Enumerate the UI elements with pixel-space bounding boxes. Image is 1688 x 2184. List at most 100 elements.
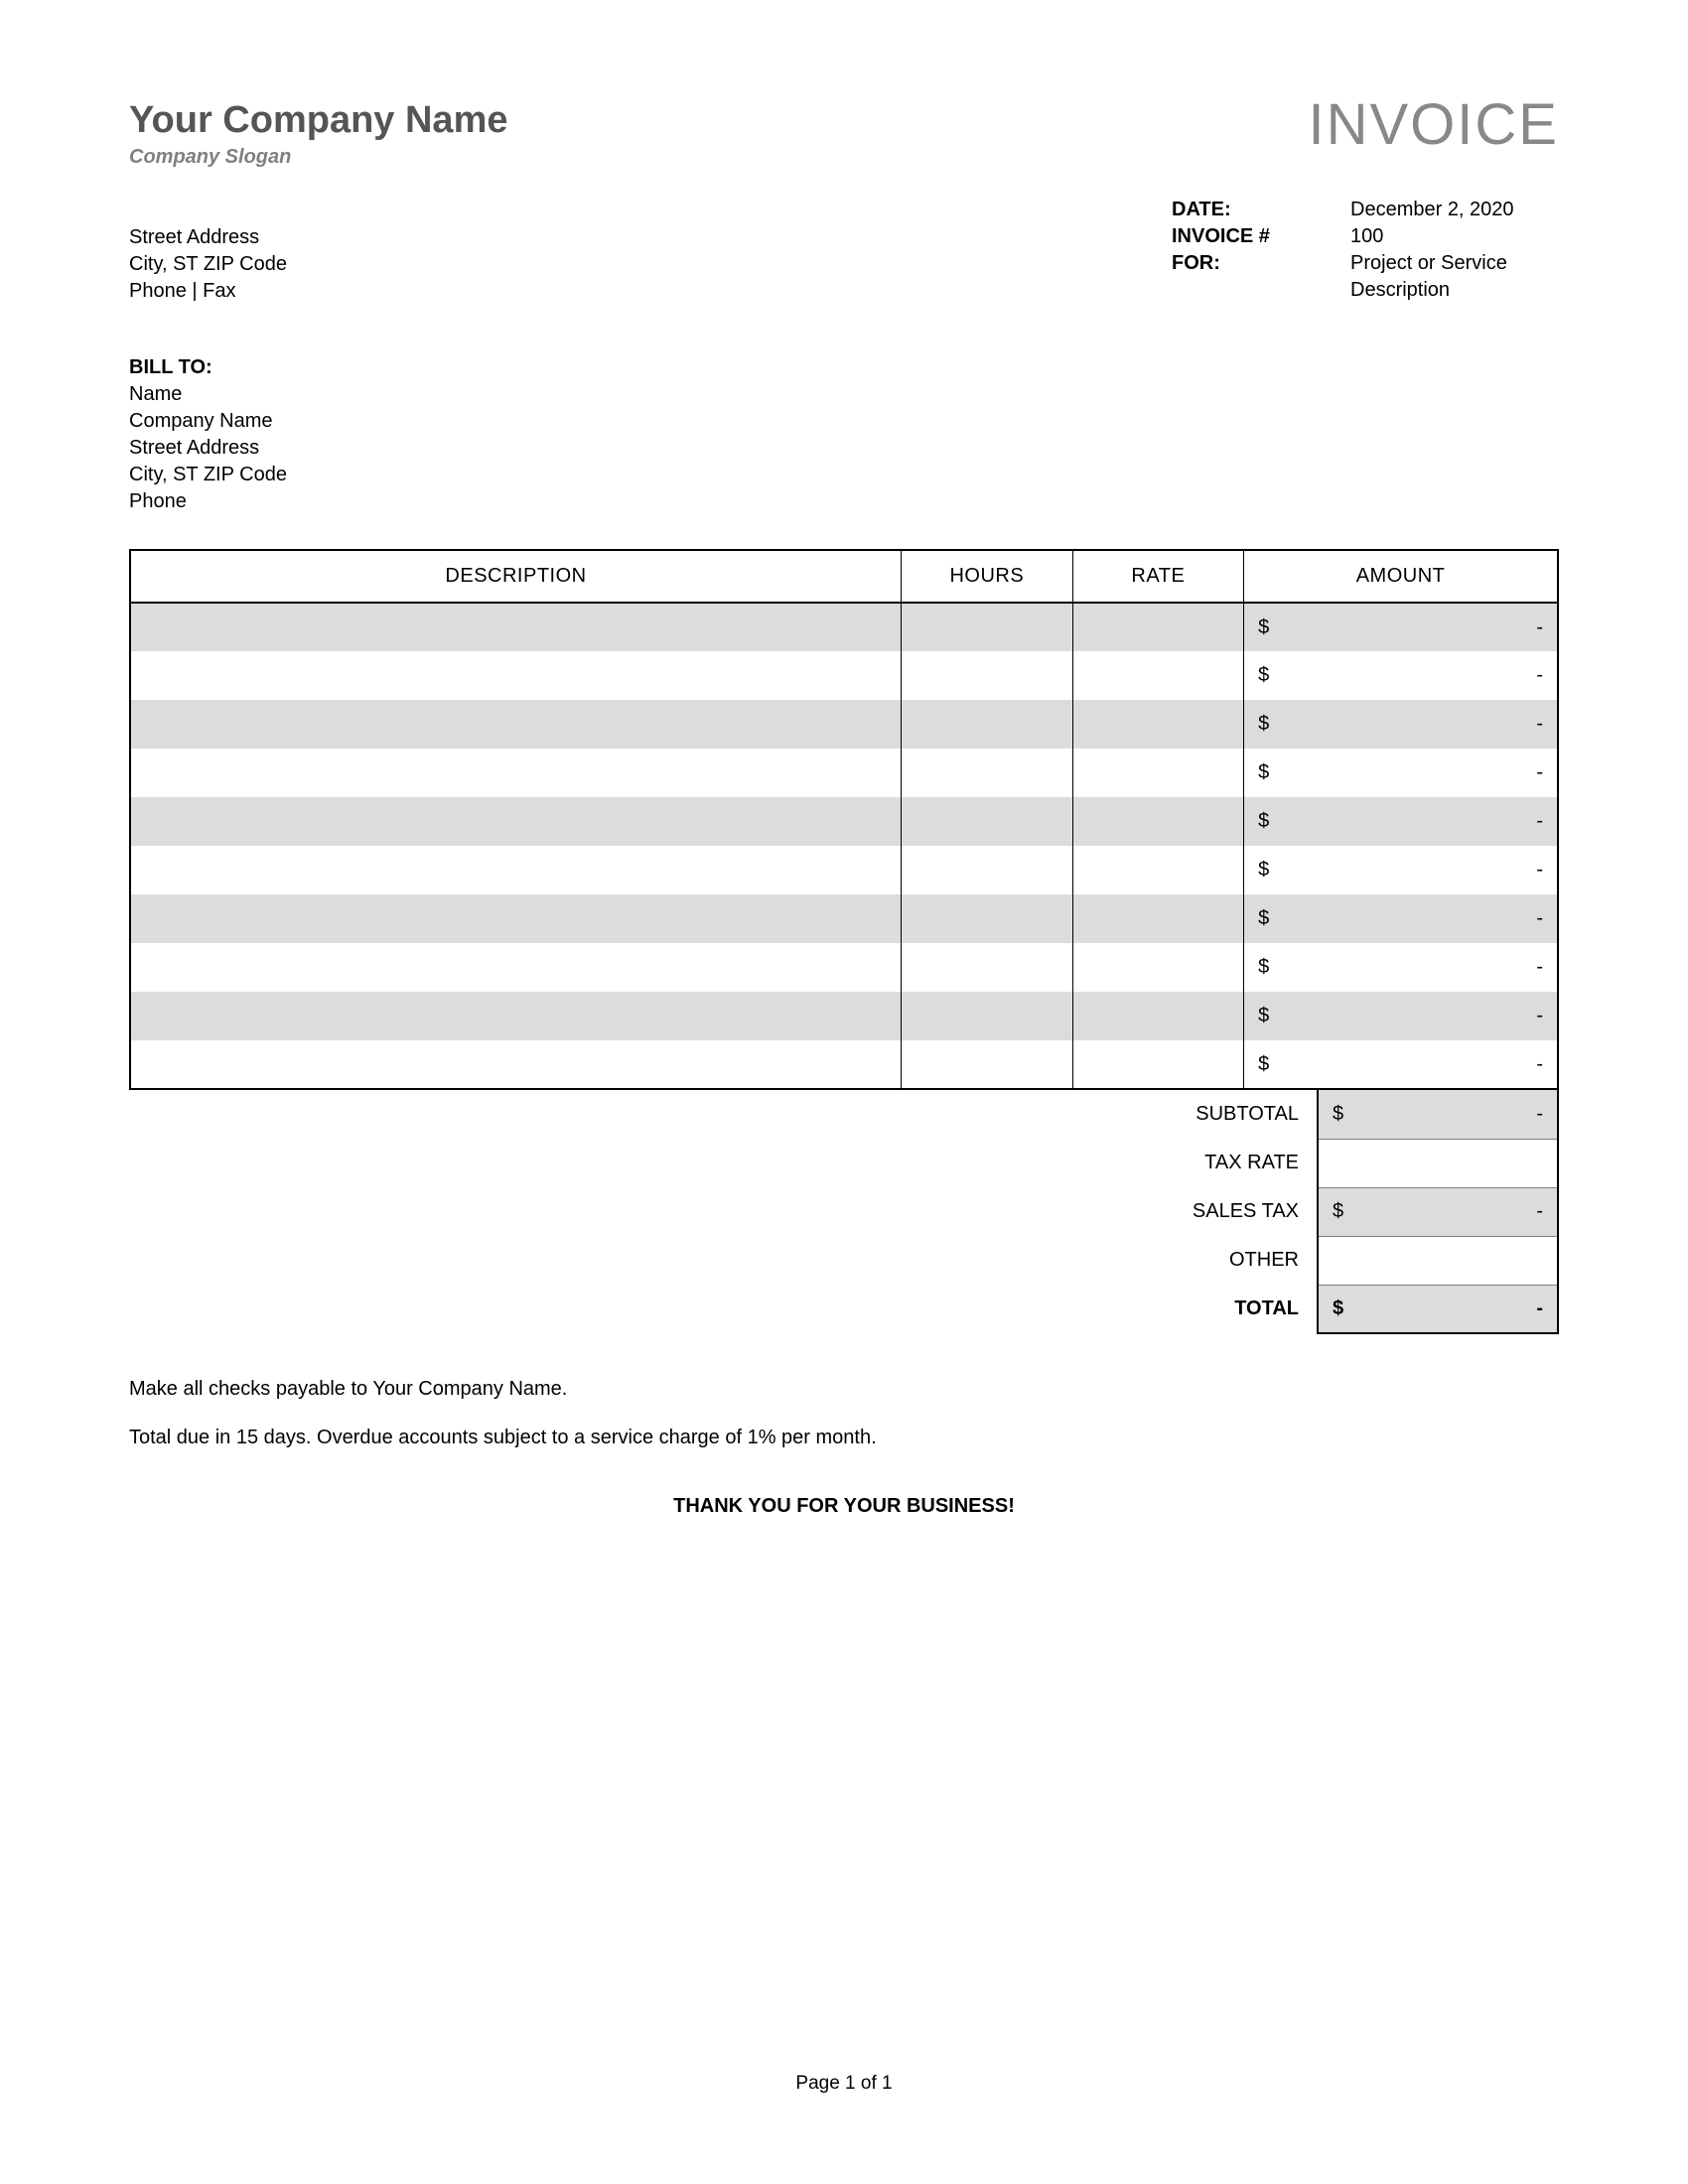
amount-sign: $ xyxy=(1258,1005,1269,1027)
bill-to-phone: Phone xyxy=(129,488,1559,515)
table-row: $- xyxy=(130,943,1558,992)
cell-rate xyxy=(1072,749,1244,797)
cell-amount: $- xyxy=(1244,1040,1558,1089)
subtotal-value: $ - xyxy=(1318,1090,1558,1139)
salestax-label: SALES TAX xyxy=(1159,1187,1318,1236)
amount-sign: $ xyxy=(1258,810,1269,833)
th-hours: HOURS xyxy=(902,550,1073,603)
salestax-value: $ - xyxy=(1318,1187,1558,1236)
cell-rate xyxy=(1072,651,1244,700)
total-label: TOTAL xyxy=(1159,1285,1318,1333)
table-row: $- xyxy=(130,797,1558,846)
amount-sign: $ xyxy=(1258,616,1269,639)
invoice-title: INVOICE xyxy=(1309,91,1560,158)
totals-table: SUBTOTAL $ - TAX RATE SALES TAX $ xyxy=(1159,1090,1559,1334)
company-phone-fax: Phone | Fax xyxy=(129,278,287,305)
total-amount: - xyxy=(1536,1297,1543,1320)
th-rate: RATE xyxy=(1072,550,1244,603)
amount-value: - xyxy=(1536,1053,1543,1076)
other-value xyxy=(1318,1236,1558,1285)
cell-amount: $- xyxy=(1244,797,1558,846)
totals-row-subtotal: SUBTOTAL $ - xyxy=(1159,1090,1558,1139)
table-row: $- xyxy=(130,894,1558,943)
salestax-sign: $ xyxy=(1333,1200,1343,1223)
amount-value: - xyxy=(1536,810,1543,833)
cell-hours xyxy=(902,603,1073,651)
company-slogan: Company Slogan xyxy=(129,146,507,169)
amount-sign: $ xyxy=(1258,1053,1269,1076)
cell-hours xyxy=(902,749,1073,797)
th-amount: AMOUNT xyxy=(1244,550,1558,603)
table-header-row: DESCRIPTION HOURS RATE AMOUNT xyxy=(130,550,1558,603)
subtotal-label: SUBTOTAL xyxy=(1159,1090,1318,1139)
table-row: $- xyxy=(130,700,1558,749)
table-row: $- xyxy=(130,603,1558,651)
cell-rate xyxy=(1072,1040,1244,1089)
bill-to-street: Street Address xyxy=(129,435,1559,462)
cell-hours xyxy=(902,894,1073,943)
amount-sign: $ xyxy=(1258,956,1269,979)
payment-notes: Make all checks payable to Your Company … xyxy=(129,1376,1559,1451)
cell-amount: $- xyxy=(1244,992,1558,1040)
company-name: Your Company Name xyxy=(129,99,507,142)
other-label: OTHER xyxy=(1159,1236,1318,1285)
invoice-page: Your Company Name Company Slogan INVOICE… xyxy=(0,0,1688,1518)
cell-rate xyxy=(1072,700,1244,749)
bill-to-title: BILL TO: xyxy=(129,354,1559,381)
company-block: Your Company Name Company Slogan xyxy=(129,99,507,169)
cell-amount: $- xyxy=(1244,894,1558,943)
amount-value: - xyxy=(1536,616,1543,639)
cell-description xyxy=(130,1040,902,1089)
totals-row-salestax: SALES TAX $ - xyxy=(1159,1187,1558,1236)
cell-hours xyxy=(902,797,1073,846)
bill-to-city: City, ST ZIP Code xyxy=(129,462,1559,488)
cell-description xyxy=(130,894,902,943)
cell-amount: $- xyxy=(1244,603,1558,651)
amount-value: - xyxy=(1536,859,1543,882)
cell-description xyxy=(130,749,902,797)
meta-for-label: FOR: xyxy=(1172,250,1340,304)
amount-value: - xyxy=(1536,664,1543,687)
bill-to-company: Company Name xyxy=(129,408,1559,435)
amount-value: - xyxy=(1536,1005,1543,1027)
bill-to-block: BILL TO: Name Company Name Street Addres… xyxy=(129,354,1559,515)
taxrate-label: TAX RATE xyxy=(1159,1139,1318,1187)
cell-rate xyxy=(1072,943,1244,992)
cell-amount: $- xyxy=(1244,700,1558,749)
amount-sign: $ xyxy=(1258,761,1269,784)
amount-value: - xyxy=(1536,713,1543,736)
company-street: Street Address xyxy=(129,224,287,251)
header-row: Your Company Name Company Slogan INVOICE xyxy=(129,99,1559,169)
cell-description xyxy=(130,603,902,651)
subtotal-amount: - xyxy=(1536,1103,1543,1126)
total-sign: $ xyxy=(1333,1297,1343,1320)
cell-rate xyxy=(1072,894,1244,943)
totals-row-total: TOTAL $ - xyxy=(1159,1285,1558,1333)
amount-value: - xyxy=(1536,761,1543,784)
table-row: $- xyxy=(130,846,1558,894)
cell-hours xyxy=(902,1040,1073,1089)
cell-amount: $- xyxy=(1244,749,1558,797)
thank-you: THANK YOU FOR YOUR BUSINESS! xyxy=(129,1495,1559,1518)
cell-description xyxy=(130,846,902,894)
amount-value: - xyxy=(1536,956,1543,979)
cell-description xyxy=(130,651,902,700)
cell-description xyxy=(130,943,902,992)
table-row: $- xyxy=(130,992,1558,1040)
bill-to-name: Name xyxy=(129,381,1559,408)
meta-date-value: December 2, 2020 xyxy=(1350,197,1559,223)
company-address: Street Address City, ST ZIP Code Phone |… xyxy=(129,224,287,305)
cell-amount: $- xyxy=(1244,651,1558,700)
notes-line-1: Make all checks payable to Your Company … xyxy=(129,1376,1559,1403)
taxrate-value xyxy=(1318,1139,1558,1187)
cell-description xyxy=(130,797,902,846)
cell-rate xyxy=(1072,992,1244,1040)
cell-amount: $- xyxy=(1244,846,1558,894)
subtotal-sign: $ xyxy=(1333,1103,1343,1126)
amount-value: - xyxy=(1536,907,1543,930)
line-items-table: DESCRIPTION HOURS RATE AMOUNT $-$-$-$-$-… xyxy=(129,549,1559,1090)
meta-row: Street Address City, ST ZIP Code Phone |… xyxy=(129,197,1559,305)
page-footer: Page 1 of 1 xyxy=(0,2073,1688,2095)
table-row: $- xyxy=(130,651,1558,700)
amount-sign: $ xyxy=(1258,713,1269,736)
